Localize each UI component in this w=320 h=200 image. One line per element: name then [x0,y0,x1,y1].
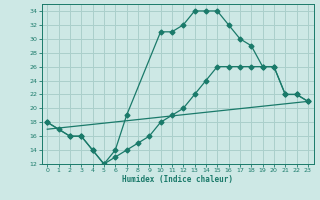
X-axis label: Humidex (Indice chaleur): Humidex (Indice chaleur) [122,175,233,184]
